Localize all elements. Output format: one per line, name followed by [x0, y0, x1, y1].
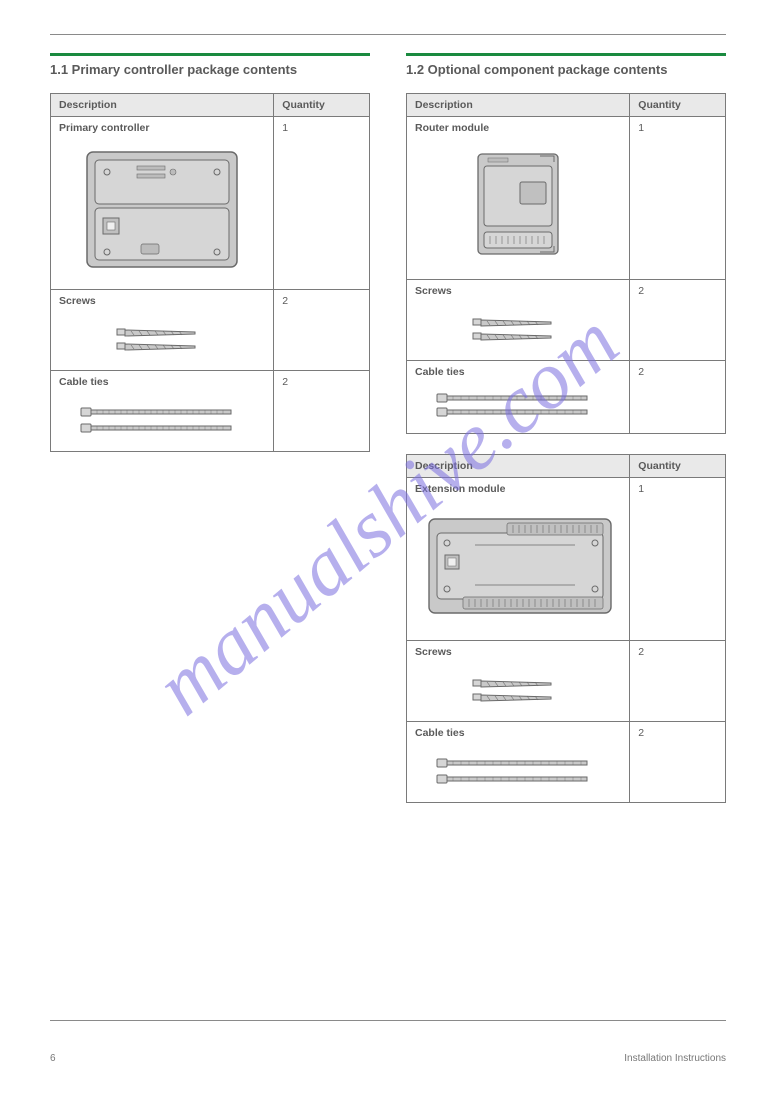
r1-th-desc: Description — [407, 94, 630, 117]
table-row: Cable ties — [51, 371, 370, 452]
table-row: Primary controller — [51, 117, 370, 290]
cell-qty: 2 — [630, 641, 726, 722]
right-parts-table-1: Description Quantity Router module — [406, 93, 726, 434]
cell-label: Extension module — [415, 483, 621, 495]
cell-label: Cable ties — [415, 366, 621, 378]
table-row: Screws — [51, 290, 370, 371]
table-row: Extension module — [407, 478, 726, 641]
cable-ties-icon — [423, 384, 613, 424]
table-row: Cable ties 2 — [407, 722, 726, 803]
cell-label: Screws — [415, 285, 621, 297]
table-row: Screws 2 — [407, 280, 726, 361]
cable-ties-icon — [67, 394, 257, 442]
screws-icon — [87, 313, 237, 361]
primary-controller-icon — [67, 140, 257, 280]
left-th-qty: Quantity — [274, 94, 370, 117]
cell-qty: 2 — [274, 290, 370, 371]
top-rule — [50, 34, 726, 35]
router-module-icon — [448, 140, 588, 270]
left-th-desc: Description — [51, 94, 274, 117]
cell-qty: 2 — [274, 371, 370, 452]
r2-th-qty: Quantity — [630, 455, 726, 478]
left-parts-table: Description Quantity Primary controller — [50, 93, 370, 452]
section-bar-right — [406, 53, 726, 56]
cell-qty: 1 — [630, 117, 726, 280]
cell-label: Cable ties — [59, 376, 265, 388]
right-parts-table-2: Description Quantity Extension module — [406, 454, 726, 803]
cell-qty: 1 — [630, 478, 726, 641]
cell-qty: 1 — [274, 117, 370, 290]
footer-doc-title: Installation Instructions — [624, 1053, 726, 1064]
left-column: 1.1 Primary controller package contents … — [50, 53, 370, 803]
r1-th-qty: Quantity — [630, 94, 726, 117]
right-section-title: 1.2 Optional component package contents — [406, 62, 726, 77]
right-column: 1.2 Optional component package contents … — [406, 53, 726, 803]
screws-icon — [443, 303, 593, 351]
table-row: Router module 1 — [407, 117, 726, 280]
cell-label: Screws — [59, 295, 265, 307]
table-row: Cable ties 2 — [407, 361, 726, 434]
cable-ties-icon — [423, 745, 613, 793]
left-section-title: 1.1 Primary controller package contents — [50, 62, 370, 77]
r2-th-desc: Description — [407, 455, 630, 478]
cell-label: Primary controller — [59, 122, 265, 134]
cell-label: Cable ties — [415, 727, 621, 739]
page-footer: 6 Installation Instructions — [50, 1053, 726, 1064]
cell-qty: 2 — [630, 280, 726, 361]
section-bar-left — [50, 53, 370, 56]
screws-icon — [443, 664, 593, 712]
footer-page-number: 6 — [50, 1053, 56, 1064]
extension-module-icon — [415, 501, 625, 631]
bottom-rule — [50, 1020, 726, 1021]
cell-qty: 2 — [630, 722, 726, 803]
cell-label: Screws — [415, 646, 621, 658]
content-columns: 1.1 Primary controller package contents … — [50, 53, 726, 803]
table-row: Screws 2 — [407, 641, 726, 722]
cell-qty: 2 — [630, 361, 726, 434]
cell-label: Router module — [415, 122, 621, 134]
